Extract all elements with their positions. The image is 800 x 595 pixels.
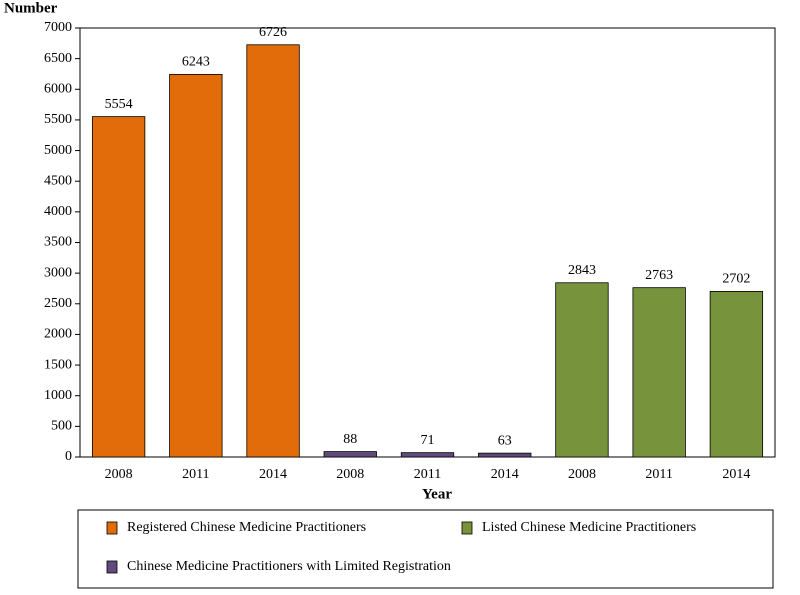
bar bbox=[709, 291, 764, 458]
value-label: 2843 bbox=[568, 263, 596, 278]
bar bbox=[478, 452, 532, 458]
legend-label: Chinese Medicine Practitioners with Limi… bbox=[127, 559, 451, 574]
bar bbox=[246, 44, 300, 458]
value-label: 5554 bbox=[105, 97, 133, 112]
legend-label: Listed Chinese Medicine Practitioners bbox=[482, 520, 696, 535]
bar bbox=[169, 73, 223, 458]
bar bbox=[632, 287, 686, 458]
y-tick-label: 0 bbox=[65, 449, 72, 464]
value-label: 2763 bbox=[645, 268, 673, 283]
bar bbox=[91, 116, 146, 458]
y-tick-label: 1000 bbox=[44, 388, 72, 403]
bar bbox=[323, 451, 377, 458]
value-label: 63 bbox=[498, 433, 512, 448]
x-tick-label: 2011 bbox=[182, 467, 209, 482]
y-tick-label: 4500 bbox=[44, 173, 72, 188]
y-tick-label: 500 bbox=[51, 419, 72, 434]
value-label: 6726 bbox=[259, 25, 287, 40]
y-tick-label: 7000 bbox=[44, 20, 72, 35]
x-tick-label: 2008 bbox=[105, 467, 133, 482]
y-tick-label: 6000 bbox=[44, 82, 72, 97]
y-tick-label: 6500 bbox=[44, 51, 72, 66]
legend-label: Registered Chinese Medicine Practitioner… bbox=[127, 520, 366, 535]
x-axis-label: Year bbox=[422, 486, 452, 502]
x-tick-label: 2008 bbox=[336, 467, 364, 482]
value-label: 71 bbox=[421, 433, 435, 448]
y-tick-label: 5500 bbox=[44, 112, 72, 127]
value-label: 88 bbox=[343, 432, 357, 447]
y-tick-label: 2500 bbox=[44, 296, 72, 311]
y-axis-label: Number bbox=[4, 0, 58, 16]
y-tick-label: 5000 bbox=[44, 143, 72, 158]
x-tick-label: 2011 bbox=[645, 467, 672, 482]
value-label: 6243 bbox=[182, 55, 210, 70]
legend-swatch bbox=[461, 521, 473, 535]
y-tick-label: 2000 bbox=[44, 327, 72, 342]
y-tick-label: 4000 bbox=[44, 204, 72, 219]
bar bbox=[555, 282, 609, 458]
x-tick-label: 2011 bbox=[414, 467, 441, 482]
y-tick-label: 3000 bbox=[44, 265, 72, 280]
x-tick-label: 2014 bbox=[722, 467, 750, 482]
y-tick-label: 3500 bbox=[44, 235, 72, 250]
legend-box bbox=[77, 509, 774, 589]
x-tick-label: 2014 bbox=[491, 467, 519, 482]
x-tick-label: 2008 bbox=[568, 467, 596, 482]
x-tick-label: 2014 bbox=[259, 467, 287, 482]
y-tick-label: 1500 bbox=[44, 357, 72, 372]
legend-swatch bbox=[106, 560, 118, 574]
bar bbox=[400, 452, 455, 458]
value-label: 2702 bbox=[722, 272, 750, 287]
legend-swatch bbox=[106, 521, 118, 535]
